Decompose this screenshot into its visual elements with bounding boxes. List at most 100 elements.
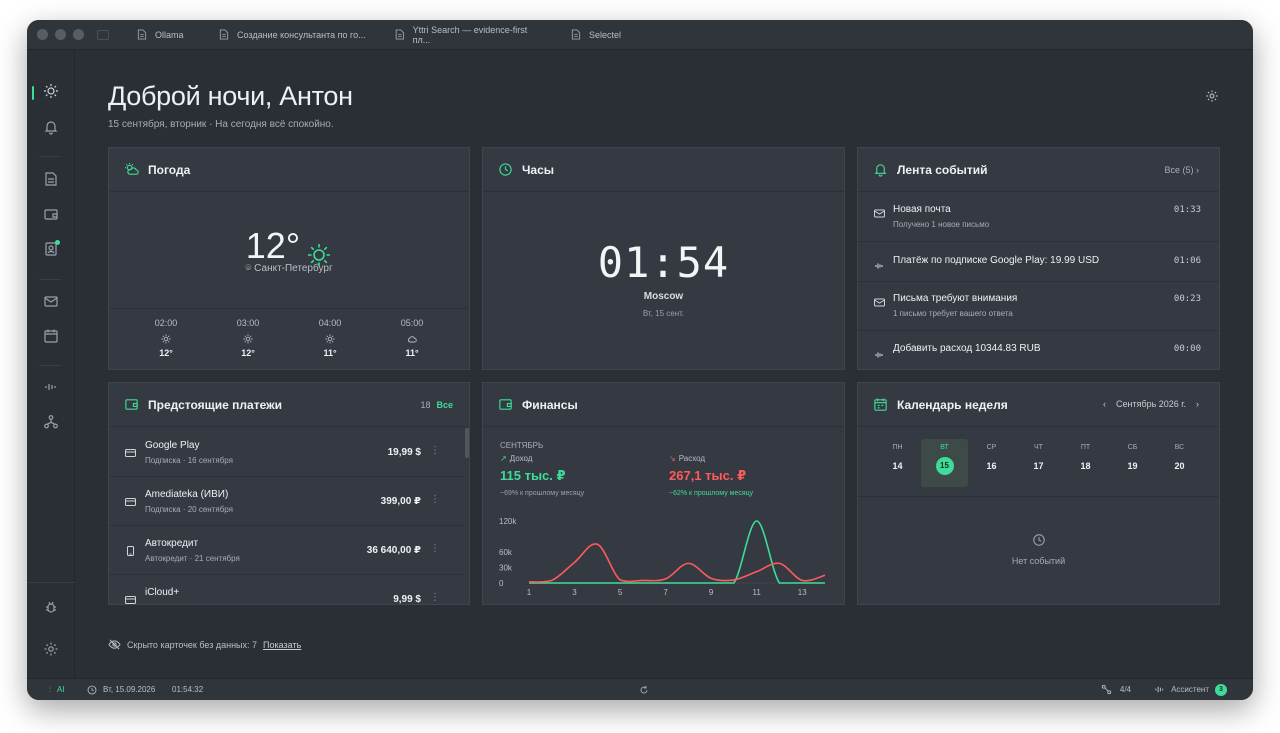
contacts-icon[interactable]	[43, 240, 60, 257]
ai-label: AI	[57, 685, 65, 694]
chevron-right-icon[interactable]: ›	[1196, 399, 1199, 409]
maximize-window-button[interactable]	[73, 29, 84, 40]
assistant-badge: 3	[1215, 683, 1227, 696]
payments-count-value: 18	[420, 400, 431, 410]
clock-date: Вт, 15 сент.	[642, 309, 685, 318]
refresh-icon[interactable]	[639, 685, 649, 695]
notes-icon[interactable]	[43, 171, 59, 187]
wave-icon: ⫶	[49, 684, 51, 694]
app-window: Ollama Создание консультанта по го... Yt…	[27, 20, 1253, 700]
tab-consultant[interactable]: Создание консультанта по го...	[205, 20, 381, 50]
settings-gear-icon[interactable]	[43, 641, 59, 657]
rail-divider	[39, 279, 61, 280]
voice-wave-icon[interactable]	[43, 379, 59, 395]
feed-item[interactable]: Письма требуют внимания 1 письмо требует…	[858, 282, 1219, 331]
day-name: ЧТ	[1034, 444, 1043, 451]
week-days: ПН 14 ВТ 15 СР 16 ЧТ 17 ПТ 18 СБ 19 ВС 20	[874, 439, 1203, 487]
forecast-temp: 11°	[405, 348, 419, 358]
more-options-icon[interactable]: ⋮	[430, 592, 440, 603]
card-title: Часы	[522, 162, 555, 177]
feed-item-subtitle: 1 письмо требует вашего ответа	[893, 309, 1013, 318]
minimize-window-button[interactable]	[55, 29, 66, 40]
clock-icon	[858, 533, 1219, 552]
feed-item-time: 00:00	[1173, 344, 1201, 354]
forecast-time: 04:00	[318, 318, 342, 328]
calendar-icon[interactable]	[43, 328, 59, 344]
network-icon	[1101, 684, 1112, 695]
day-name: ПН	[892, 444, 903, 451]
calendar-day[interactable]: ПТ 18	[1062, 439, 1109, 487]
card-icon	[125, 596, 136, 604]
calendar-day[interactable]: ЧТ 17	[1015, 439, 1062, 487]
dashboard-settings-icon[interactable]	[1205, 89, 1219, 103]
no-events-label: Нет событий	[1011, 556, 1066, 566]
scrollbar-thumb[interactable]	[465, 428, 469, 458]
bell-icon[interactable]	[43, 119, 59, 135]
feed-item[interactable]: Платёж по подписке Google Play: 19.99 US…	[858, 242, 1219, 282]
card-header: Календарь неделя	[858, 383, 1219, 427]
sun-icon[interactable]	[43, 83, 59, 99]
document-icon	[219, 29, 229, 40]
status-bar: ⫶ AI Вт, 15.09.2026 01:54:32 4/4 Ассистен…	[27, 678, 1253, 700]
ai-status[interactable]: ⫶ AI	[49, 685, 65, 695]
pin-icon: ⌾	[245, 263, 252, 274]
clock-icon	[498, 162, 513, 177]
tab-bar: Ollama Создание консультанта по го... Yt…	[27, 20, 1253, 50]
network-icon[interactable]	[43, 414, 59, 430]
assistant-button[interactable]: Ассистент 3	[1154, 683, 1227, 696]
day-number: 20	[1174, 461, 1185, 471]
hidden-cards-text: Скрыто карточек без данных: 7	[127, 639, 258, 650]
payment-subtitle: Подписка · 16 сентября	[145, 456, 233, 465]
tab-yttri-search[interactable]: Yttri Search — evidence-first пл...	[381, 20, 557, 50]
feed-item[interactable]: Новая почта Получено 1 новое письмо 01:3…	[858, 193, 1219, 242]
tab-selectel[interactable]: Selectel	[557, 20, 677, 50]
calendar-day[interactable]: ПН 14	[874, 439, 921, 487]
x-tick-label: 11	[753, 588, 762, 597]
feed-item-time: 01:06	[1173, 256, 1201, 266]
payment-amount: 36 640,00 ₽	[366, 545, 421, 556]
phone-icon	[127, 546, 134, 556]
calendar-month: Сентябрь 2026 г.	[1115, 399, 1186, 409]
calendar-day[interactable]: ВС 20	[1156, 439, 1203, 487]
x-tick-label: 1	[527, 588, 532, 597]
bug-icon[interactable]	[43, 599, 59, 615]
chevron-left-icon[interactable]: ‹	[1102, 399, 1106, 409]
mail-icon	[874, 209, 885, 218]
more-options-icon[interactable]: ⋮	[430, 494, 440, 505]
x-tick-label: 13	[798, 588, 807, 597]
mail-icon[interactable]	[43, 293, 59, 309]
forecast-hour: 04:00 11°	[305, 318, 355, 370]
calendar-day[interactable]: СБ 19	[1109, 439, 1156, 487]
payment-row[interactable]: Автокредит Автокредит · 21 сентября 36 6…	[109, 526, 464, 575]
finance-month: СЕНТЯБРЬ	[500, 441, 544, 450]
wave-icon	[875, 352, 883, 358]
day-number: 15	[935, 457, 954, 475]
payments-all-link[interactable]: Все	[436, 400, 453, 410]
clock-city: Moscow	[643, 291, 684, 302]
page-title: Доброй ночи, Антон	[108, 81, 353, 111]
feed-item[interactable]: Добавить расход 10344.83 RUB 00:00	[858, 331, 1219, 371]
payment-row[interactable]: iCloud+ 9,99 $ ⋮	[109, 575, 464, 604]
day-name: СБ	[1127, 444, 1138, 451]
network-status[interactable]: 4/4	[1101, 684, 1131, 695]
sidebar-toggle-icon[interactable]	[97, 29, 109, 40]
payment-row[interactable]: Google Play Подписка · 16 сентября 19,99…	[109, 428, 464, 477]
more-options-icon[interactable]: ⋮	[430, 543, 440, 554]
calendar-icon	[873, 397, 888, 412]
feed-all-link[interactable]: Все (5) ›	[1164, 165, 1199, 175]
calendar-day-today[interactable]: ВТ 15	[921, 439, 968, 487]
more-options-icon[interactable]: ⋮	[430, 445, 440, 456]
day-number: 18	[1080, 461, 1091, 471]
card-header: Погода	[109, 148, 469, 192]
show-hidden-link[interactable]: Показать	[263, 639, 302, 650]
tab-ollama[interactable]: Ollama	[123, 20, 205, 50]
rail-divider	[39, 156, 61, 157]
payment-row[interactable]: Amediateka (ИВИ) Подписка · 20 сентября …	[109, 477, 464, 526]
y-tick-label: 60k	[499, 548, 513, 557]
close-window-button[interactable]	[37, 29, 48, 40]
mail-icon	[874, 298, 885, 307]
calendar-day[interactable]: СР 16	[968, 439, 1015, 487]
wallet-icon[interactable]	[43, 206, 59, 222]
calendar-nav: ‹ Сентябрь 2026 г. ›	[1103, 399, 1199, 409]
